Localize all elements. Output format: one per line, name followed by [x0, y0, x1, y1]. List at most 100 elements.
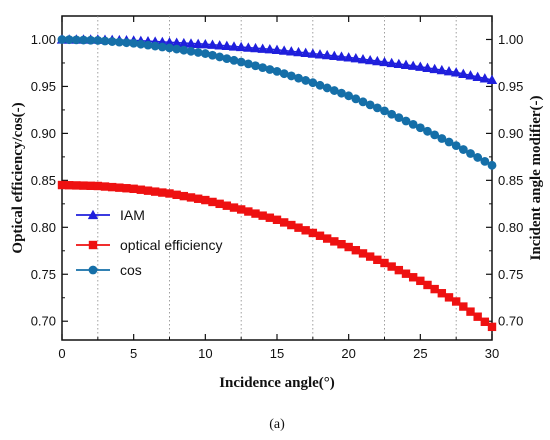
series-marker-optical-efficiency	[201, 195, 210, 205]
series-marker-cos	[136, 39, 146, 49]
series-marker-optical-efficiency	[416, 276, 425, 286]
series-line-cos	[61, 38, 493, 166]
left-tick-label: 0.70	[31, 314, 56, 329]
series-marker-iam	[164, 37, 175, 47]
series-marker-iam	[429, 63, 440, 74]
series-marker-iam	[257, 43, 268, 53]
series-marker-cos	[451, 141, 461, 151]
series-marker-cos	[129, 38, 139, 48]
series-marker-iam	[443, 66, 455, 76]
series-marker-optical-efficiency	[365, 252, 375, 261]
series-marker-cos	[444, 137, 454, 147]
series-marker-iam	[407, 60, 419, 70]
series-marker-iam	[357, 54, 369, 64]
series-marker-cos	[372, 103, 382, 113]
series-marker-optical-efficiency	[236, 205, 246, 214]
series-marker-optical-efficiency	[451, 297, 461, 306]
series-marker-optical-efficiency	[158, 188, 167, 197]
series-marker-cos	[150, 41, 160, 51]
series-marker-cos	[93, 36, 103, 45]
series-layer	[56, 34, 498, 332]
series-marker-optical-efficiency	[466, 307, 475, 316]
series-marker-cos	[100, 36, 110, 46]
series-marker-cos	[473, 153, 483, 162]
right-tick-label: 0.75	[498, 267, 523, 282]
series-marker-optical-efficiency	[222, 201, 232, 210]
left-axis-ticks: 0.70 0.75 0.80 0.85 0.90 0.95 1.00	[31, 32, 68, 329]
series-marker-optical-efficiency	[401, 269, 411, 278]
series-marker-iam	[228, 41, 240, 51]
series-marker-cos	[236, 57, 246, 67]
series-marker-iam	[307, 48, 319, 58]
series-marker-cos	[315, 80, 325, 90]
series-marker-cos	[329, 86, 339, 95]
series-marker-optical-efficiency	[122, 184, 131, 193]
series-marker-cos	[251, 61, 260, 71]
series-marker-optical-efficiency	[100, 182, 110, 191]
left-tick-label: 0.90	[31, 126, 56, 141]
series-marker-cos	[258, 63, 268, 73]
series-marker-iam	[314, 49, 326, 59]
series-marker-optical-efficiency	[258, 211, 267, 220]
left-tick-label: 0.75	[31, 267, 56, 282]
series-marker-iam	[192, 38, 204, 48]
series-marker-iam	[436, 64, 448, 75]
series-marker-cos	[358, 97, 368, 107]
series-marker-optical-efficiency	[57, 180, 67, 190]
series-marker-iam	[221, 40, 233, 51]
series-marker-optical-efficiency	[473, 312, 482, 321]
series-marker-cos	[122, 38, 131, 48]
x-tick-label: 5	[130, 346, 137, 361]
series-marker-optical-efficiency	[251, 209, 260, 218]
series-marker-optical-efficiency	[373, 255, 382, 264]
series-marker-cos	[64, 35, 74, 45]
series-marker-optical-efficiency	[337, 240, 346, 249]
series-marker-cos	[165, 43, 174, 53]
series-marker-cos	[57, 35, 67, 44]
series-marker-cos	[279, 69, 289, 79]
figure-caption: (a)	[269, 417, 285, 432]
series-marker-optical-efficiency	[480, 317, 490, 326]
series-marker-cos	[265, 65, 275, 74]
series-marker-optical-efficiency	[437, 289, 447, 298]
right-tick-label: 0.95	[498, 79, 523, 94]
series-marker-optical-efficiency	[287, 220, 296, 230]
right-tick-label: 1.00	[498, 32, 523, 47]
left-tick-label: 0.95	[31, 79, 56, 94]
series-marker-optical-efficiency	[229, 203, 239, 212]
series-marker-iam	[450, 67, 462, 77]
series-marker-cos	[208, 50, 217, 60]
series-marker-iam	[178, 37, 190, 48]
bottom-axis-ticks: 0 5 10 15 20 25 30	[58, 16, 499, 361]
series-marker-cos	[301, 76, 311, 85]
series-marker-iam	[393, 58, 405, 69]
series-marker-iam	[321, 49, 333, 60]
series-marker-optical-efficiency	[308, 228, 318, 238]
series-marker-cos	[344, 91, 354, 101]
series-marker-optical-efficiency	[244, 207, 253, 216]
series-marker-cos	[215, 52, 225, 62]
series-marker-iam	[472, 71, 483, 82]
series-marker-cos	[351, 94, 361, 104]
series-marker-iam	[343, 52, 354, 62]
series-marker-cos	[423, 126, 432, 136]
series-marker-iam	[486, 74, 498, 85]
series-marker-optical-efficiency	[301, 226, 310, 235]
series-marker-iam	[300, 47, 311, 57]
series-marker-optical-efficiency	[430, 284, 439, 294]
series-marker-cos	[487, 160, 497, 170]
series-marker-optical-efficiency	[265, 213, 275, 222]
series-marker-optical-efficiency	[115, 183, 124, 192]
series-marker-cos	[394, 113, 404, 123]
series-marker-optical-efficiency	[315, 231, 325, 240]
series-marker-iam	[286, 46, 297, 56]
series-marker-cos	[143, 40, 153, 50]
series-marker-optical-efficiency	[72, 181, 81, 190]
series-marker-iam	[422, 62, 433, 72]
series-marker-cos	[401, 116, 411, 126]
series-marker-optical-efficiency	[423, 280, 432, 290]
left-tick-label: 0.80	[31, 220, 56, 235]
series-marker-optical-efficiency	[172, 190, 181, 200]
series-marker-iam	[293, 46, 304, 57]
